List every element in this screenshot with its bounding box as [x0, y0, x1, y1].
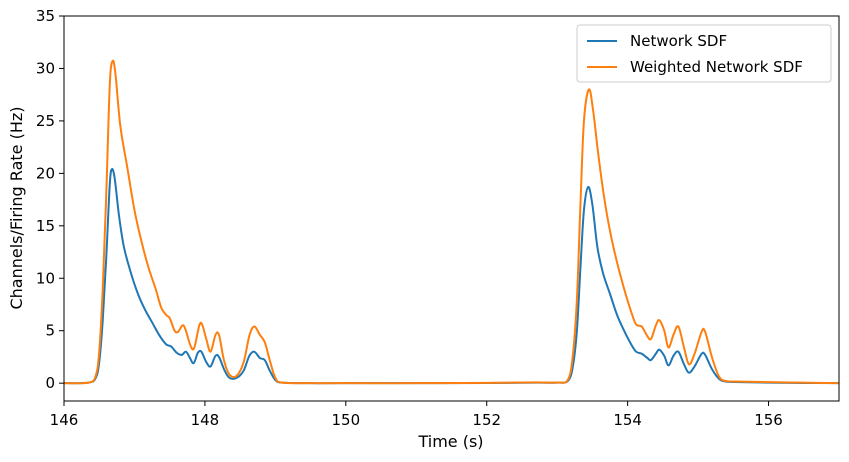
x-tick-label: 150 — [331, 411, 360, 429]
x-tick-label: 156 — [754, 411, 783, 429]
y-tick-label: 15 — [36, 217, 55, 235]
series-layer — [63, 59, 840, 385]
y-tick-label: 10 — [36, 269, 55, 287]
series-line-weighted-network-sdf — [63, 59, 840, 385]
y-tick-label: 20 — [36, 164, 55, 182]
x-axis-title: Time (s) — [417, 432, 483, 451]
plot-frame — [63, 15, 840, 402]
x-tick-label: 146 — [50, 411, 79, 429]
ticks-layer: 146 148 150 152 154 156 0 5 10 15 20 25 30 35 — [36, 7, 783, 429]
y-tick-label: 0 — [45, 374, 55, 392]
x-tick-label: 154 — [613, 411, 642, 429]
y-axis-title: Channels/Firing Rate (Hz) — [7, 107, 26, 310]
legend-label-weighted-network-sdf: Weighted Network SDF — [630, 58, 803, 76]
legend: Network SDF Weighted Network SDF — [576, 24, 832, 83]
legend-label-network-sdf: Network SDF — [630, 32, 727, 50]
x-tick-label: 152 — [472, 411, 501, 429]
y-tick-label: 5 — [45, 322, 55, 340]
y-tick-label: 35 — [36, 7, 55, 25]
y-tick-label: 25 — [36, 112, 55, 130]
y-tick-label: 30 — [36, 59, 55, 77]
legend-box — [576, 24, 832, 83]
x-tick-label: 148 — [191, 411, 220, 429]
